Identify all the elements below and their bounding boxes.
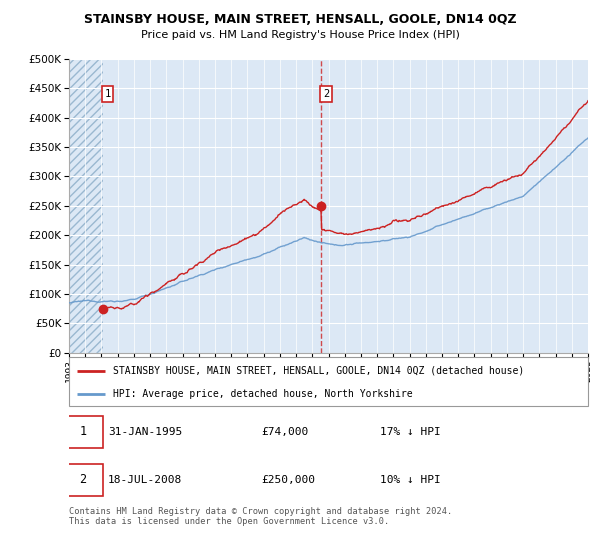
Text: 2: 2 [323,89,329,99]
Text: 17% ↓ HPI: 17% ↓ HPI [380,427,441,437]
Text: STAINSBY HOUSE, MAIN STREET, HENSALL, GOOLE, DN14 0QZ (detached house): STAINSBY HOUSE, MAIN STREET, HENSALL, GO… [113,366,524,376]
Text: 31-JAN-1995: 31-JAN-1995 [108,427,182,437]
Text: £250,000: £250,000 [261,475,315,485]
Text: 18-JUL-2008: 18-JUL-2008 [108,475,182,485]
Text: £74,000: £74,000 [261,427,308,437]
Text: 2: 2 [79,473,86,487]
FancyBboxPatch shape [69,357,588,406]
Bar [69,59,103,353]
Text: HPI: Average price, detached house, North Yorkshire: HPI: Average price, detached house, Nort… [113,389,413,399]
FancyBboxPatch shape [64,464,103,496]
Text: Contains HM Land Registry data © Crown copyright and database right 2024.
This d: Contains HM Land Registry data © Crown c… [69,507,452,526]
Text: STAINSBY HOUSE, MAIN STREET, HENSALL, GOOLE, DN14 0QZ: STAINSBY HOUSE, MAIN STREET, HENSALL, GO… [83,13,517,26]
Text: 1: 1 [104,89,111,99]
FancyBboxPatch shape [64,416,103,447]
Text: 10% ↓ HPI: 10% ↓ HPI [380,475,441,485]
Text: 1: 1 [79,426,86,438]
Text: Price paid vs. HM Land Registry's House Price Index (HPI): Price paid vs. HM Land Registry's House … [140,30,460,40]
